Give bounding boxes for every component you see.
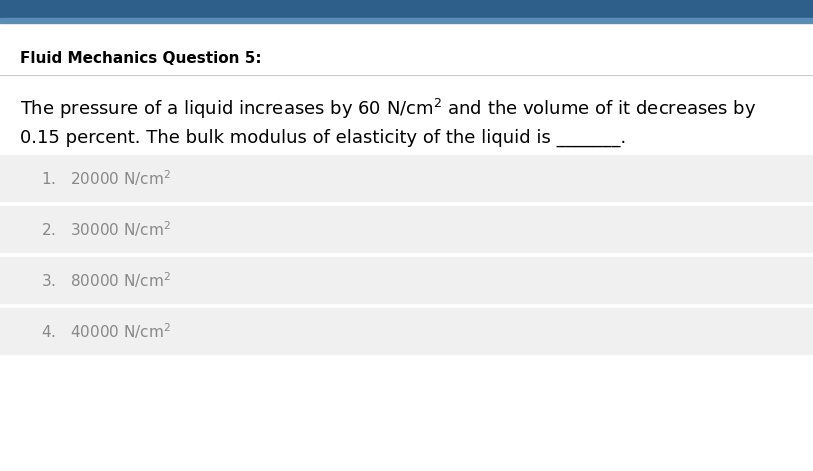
- Text: 0.15 percent. The bulk modulus of elasticity of the liquid is _______.: 0.15 percent. The bulk modulus of elasti…: [20, 129, 627, 147]
- Text: 4.   40000 N/cm$^2$: 4. 40000 N/cm$^2$: [41, 321, 171, 341]
- Text: Fluid Mechanics Question 5:: Fluid Mechanics Question 5:: [20, 51, 262, 66]
- Bar: [0, 257, 813, 303]
- Bar: [0, 206, 813, 252]
- Text: 2.   30000 N/cm$^2$: 2. 30000 N/cm$^2$: [41, 219, 171, 239]
- Bar: [0, 308, 813, 354]
- Bar: [0, 0, 813, 18]
- Bar: [0, 155, 813, 201]
- Text: The pressure of a liquid increases by 60 N/cm$^2$ and the volume of it decreases: The pressure of a liquid increases by 60…: [20, 97, 757, 121]
- Bar: [0, 18, 813, 23]
- Text: 3.   80000 N/cm$^2$: 3. 80000 N/cm$^2$: [41, 270, 171, 290]
- Text: 1.   20000 N/cm$^2$: 1. 20000 N/cm$^2$: [41, 168, 171, 188]
